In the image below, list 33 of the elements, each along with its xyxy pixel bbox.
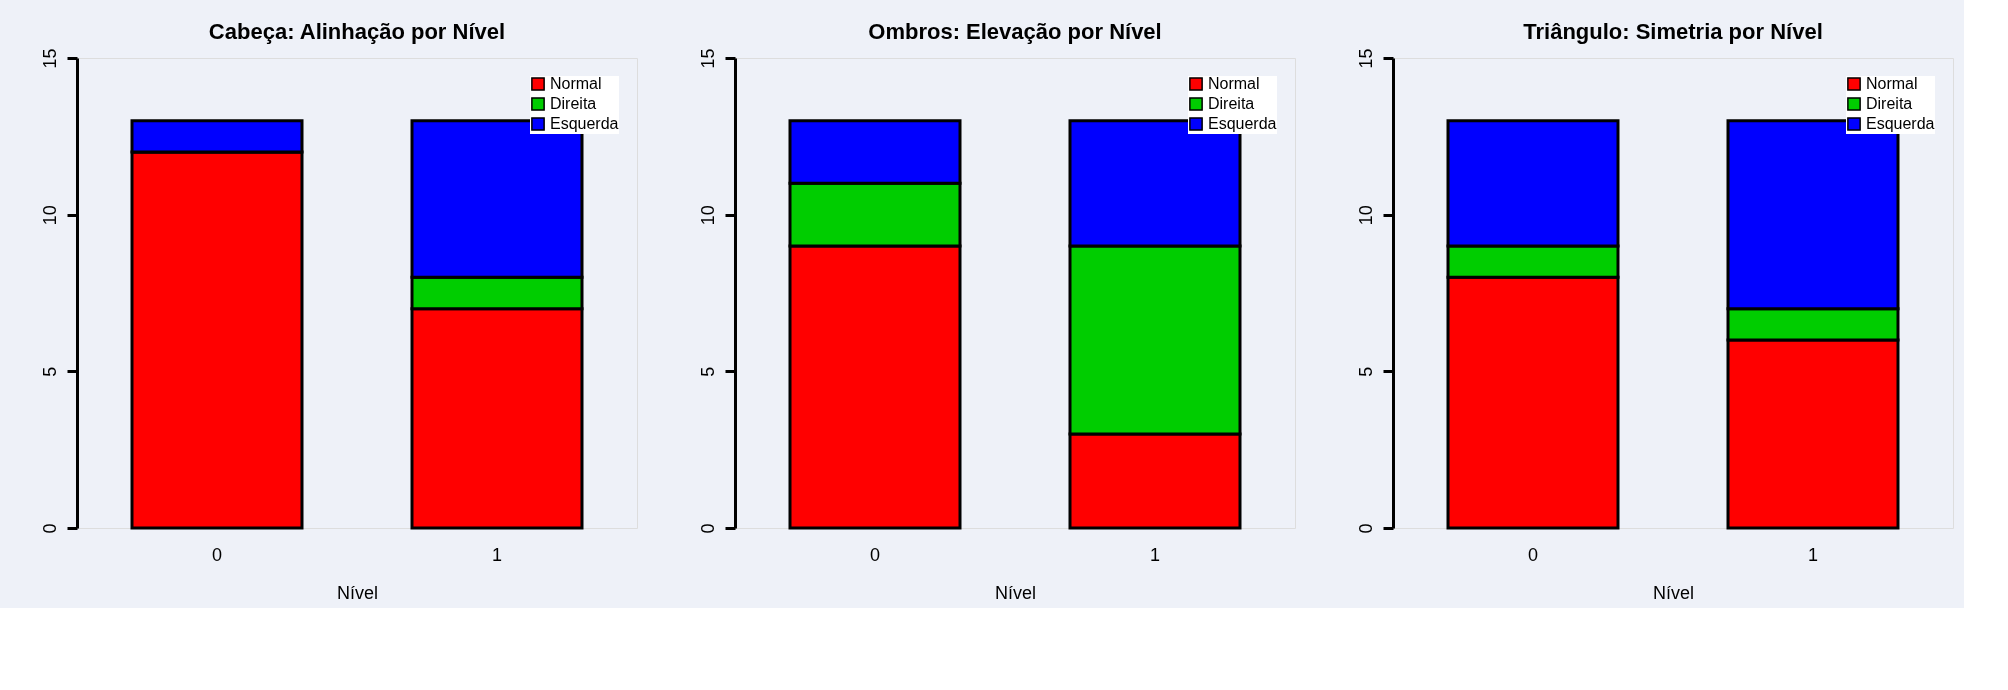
y-tick-label: 5 <box>697 366 718 377</box>
y-tick-label: 0 <box>39 523 60 534</box>
legend-label: Direita <box>550 95 597 112</box>
x-tick-label: 0 <box>869 544 881 565</box>
chart-title: Triângulo: Simetria por Nível <box>1523 18 1823 44</box>
chart-title: Ombros: Elevação por Nível <box>868 18 1162 44</box>
legend-label: Normal <box>1208 75 1260 92</box>
y-tick-label: 15 <box>697 48 718 69</box>
x-tick-label: 0 <box>211 544 223 565</box>
y-tick-label: 5 <box>1355 366 1376 377</box>
x-tick-label: 1 <box>491 544 503 565</box>
legend-label: Normal <box>550 75 602 92</box>
y-tick-label: 15 <box>39 48 60 69</box>
x-tick-label: 0 <box>1527 544 1539 565</box>
x-tick-label: 1 <box>1807 544 1819 565</box>
legend-label: Esquerda <box>550 115 619 132</box>
y-tick-label: 15 <box>1355 48 1376 69</box>
y-tick-label: 5 <box>39 366 60 377</box>
legend-label: Direita <box>1866 95 1913 112</box>
x-axis-title: Nível <box>336 582 379 603</box>
x-axis-title: Nível <box>994 582 1037 603</box>
y-tick-label: 0 <box>1355 523 1376 534</box>
legend-label: Esquerda <box>1866 115 1935 132</box>
x-tick-label: 1 <box>1149 544 1161 565</box>
legend-label: Esquerda <box>1208 115 1277 132</box>
y-tick-label: 0 <box>697 523 718 534</box>
legend-label: Normal <box>1866 75 1918 92</box>
legend-label: Direita <box>1208 95 1255 112</box>
y-tick-label: 10 <box>697 205 718 226</box>
y-tick-label: 10 <box>1355 205 1376 226</box>
x-axis-title: Nível <box>1652 582 1695 603</box>
chart-title: Cabeça: Alinhação por Nível <box>208 18 506 44</box>
y-tick-label: 10 <box>39 205 60 226</box>
